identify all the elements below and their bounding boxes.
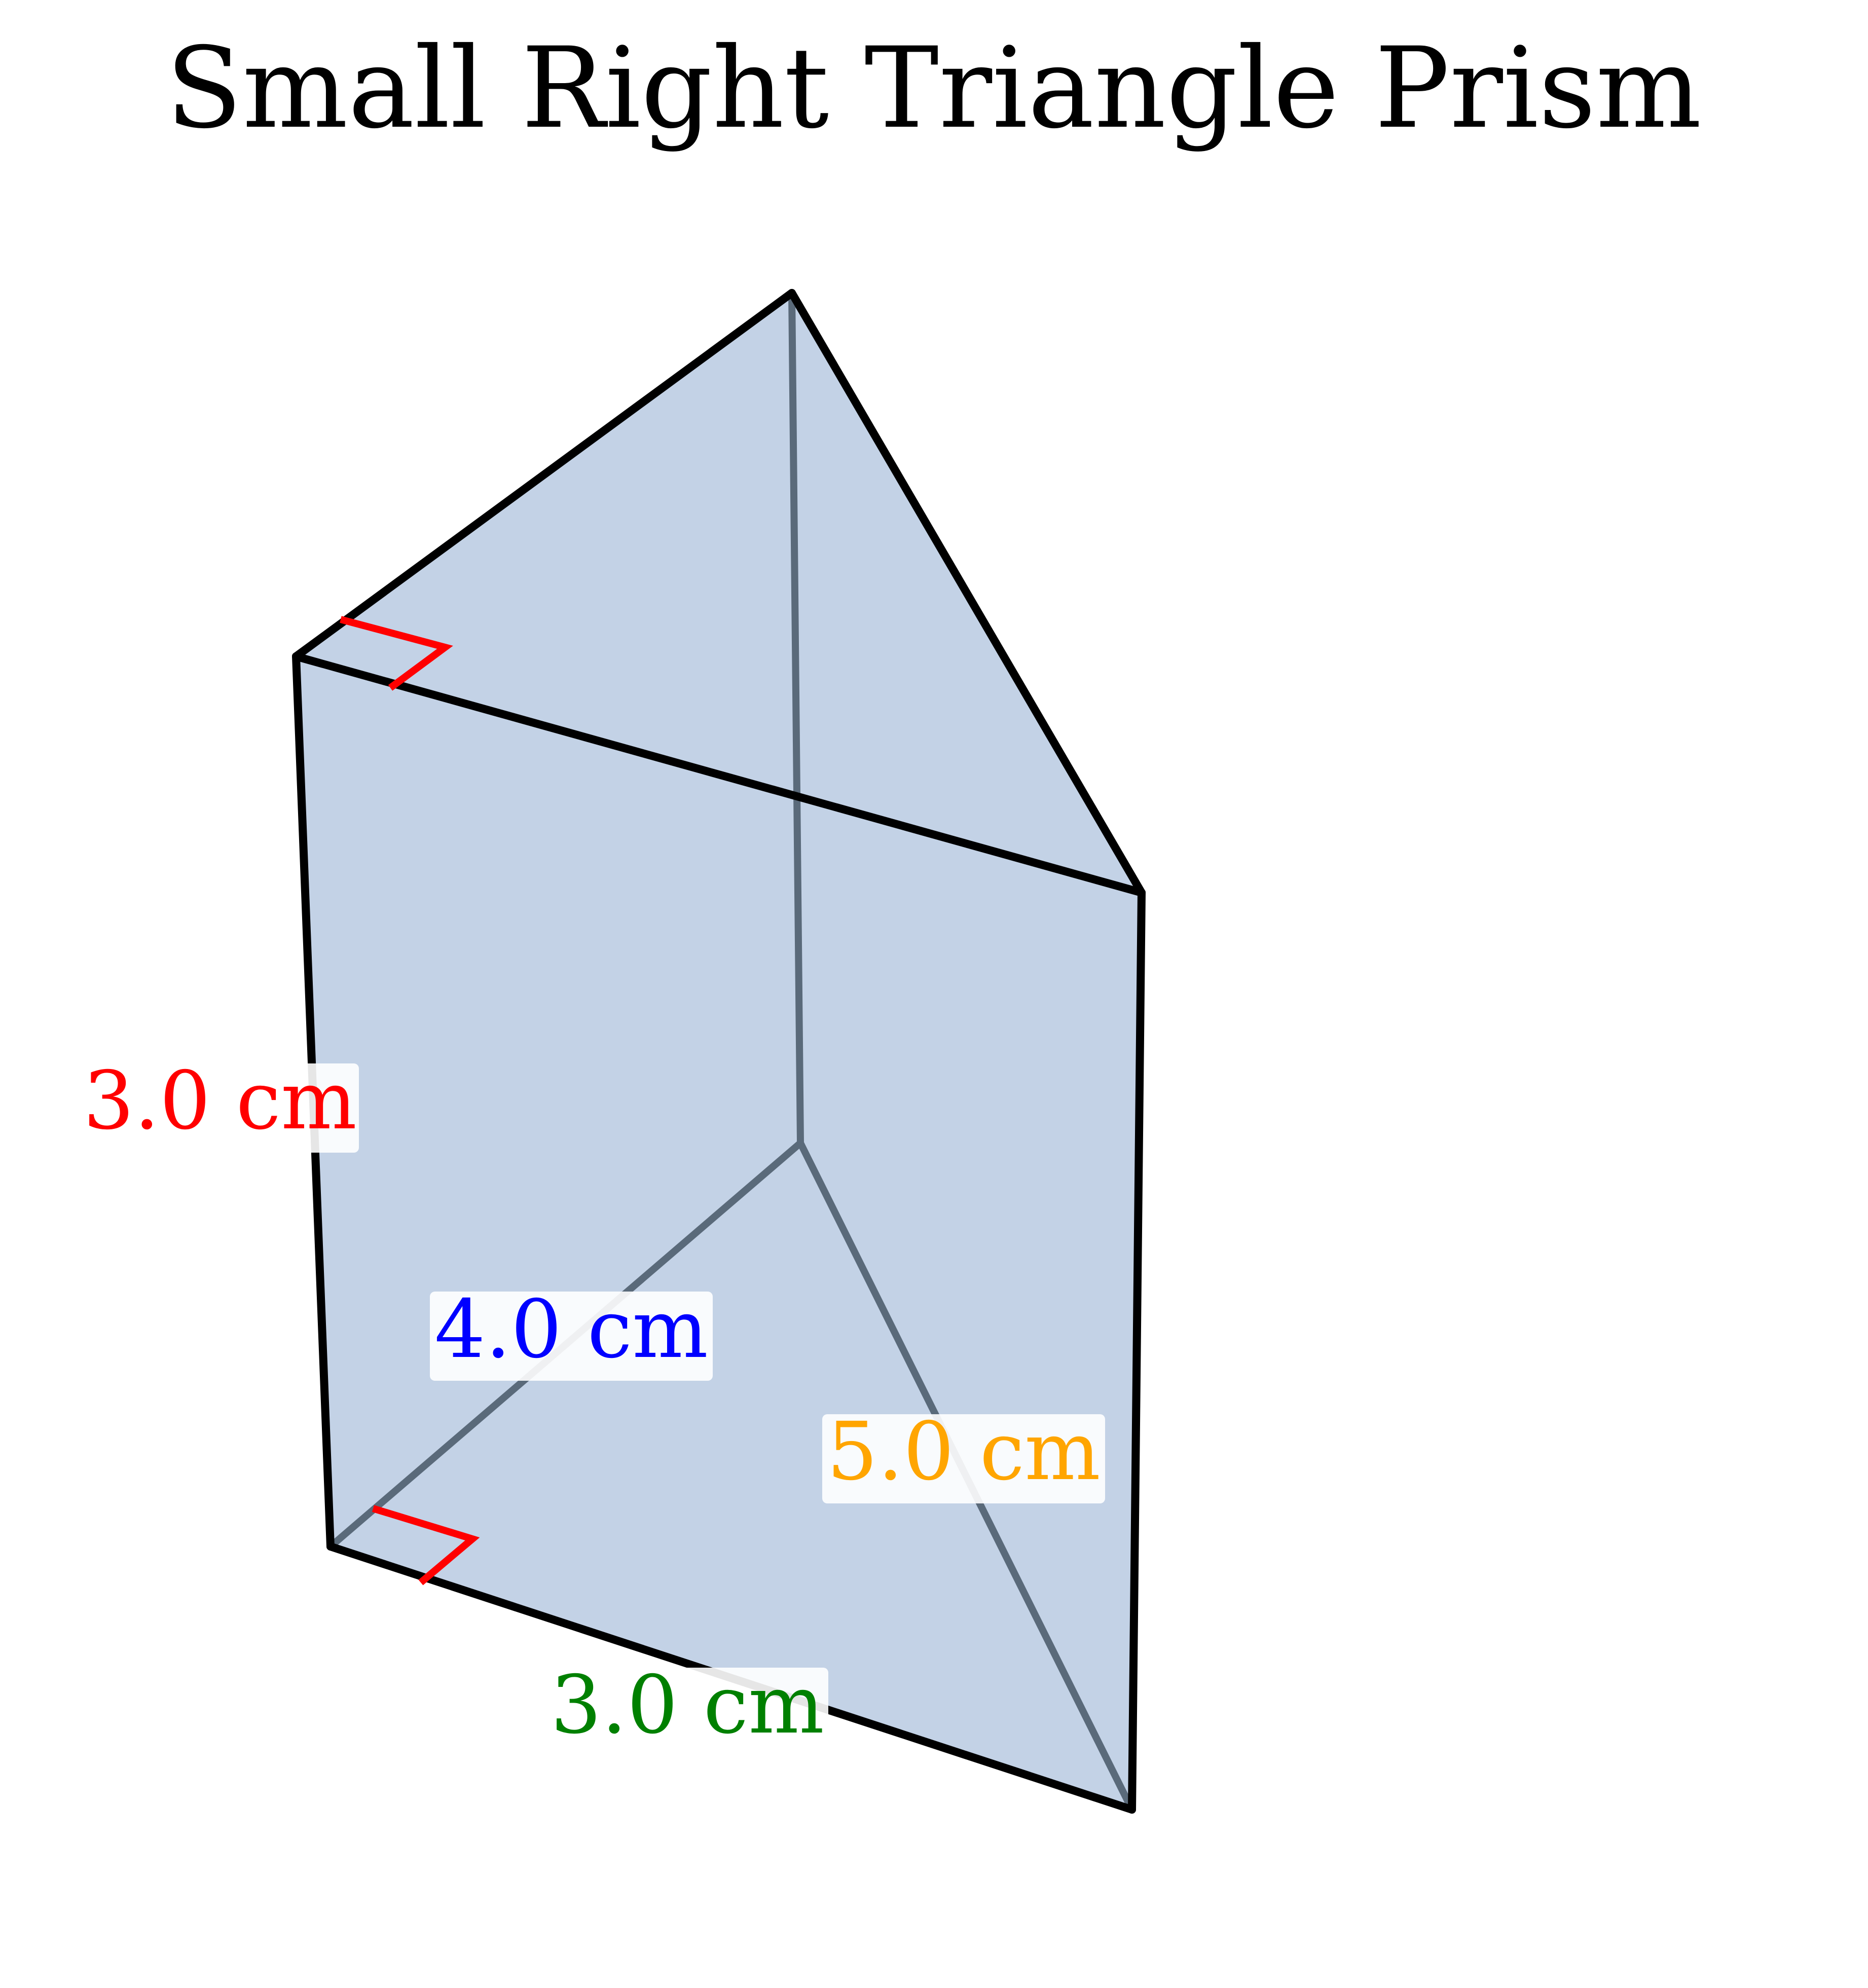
visible-edges [292, 289, 1146, 1814]
right-vertical-edge [1128, 889, 1146, 1814]
hypotenuse-label: 5.0 cm [827, 1405, 1101, 1498]
label-leg-a: 4.0 cm [430, 1283, 713, 1381]
hidden-vertical-edge [788, 289, 804, 1147]
label-leg-b: 3.0 cm [546, 1659, 828, 1757]
height-label: 3.0 cm [83, 1054, 357, 1148]
prism-faces [296, 293, 1142, 1810]
top-edge-left [292, 289, 796, 660]
top-edge-right [788, 289, 1146, 897]
top-edge-front [292, 652, 1146, 897]
bottom-triangle-face [331, 1143, 1132, 1810]
top-right-angle-marker [340, 616, 453, 691]
leg-b-label: 3.0 cm [551, 1659, 824, 1752]
leg-a-label: 4.0 cm [434, 1283, 708, 1376]
label-hypotenuse: 5.0 cm [822, 1405, 1105, 1503]
back-left-face [296, 293, 800, 1547]
diagram-title: Small Right Triangle Prism [166, 23, 1702, 153]
bottom-right-angle-marker [372, 1505, 480, 1586]
label-height: 3.0 cm [81, 1054, 359, 1153]
right-angle-markers [340, 616, 480, 1586]
